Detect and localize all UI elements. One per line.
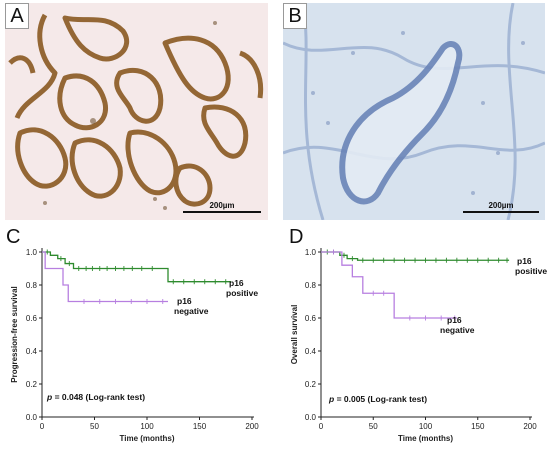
log-rank-annotation-c: p = 0.048 (Log-rank test) <box>46 392 145 402</box>
y-axis-label-d: Overall survival <box>290 305 299 365</box>
survival-chart-c: 0.0 0.2 0.4 0.6 0.8 1.0 0 50 100 150 200 Time (mont… <box>10 248 259 443</box>
scale-bar-line-a <box>183 211 261 213</box>
series-label-c-positive: p16 <box>229 278 244 288</box>
annotation-text-c: = 0.048 (Log-rank test) <box>52 392 145 402</box>
x-tick-label-c: 50 <box>90 422 99 431</box>
y-tick-label-d: 1.0 <box>305 248 317 257</box>
histology-image-a: A 200µm <box>5 3 268 220</box>
series-label-d-negative-line2: negative <box>440 325 475 335</box>
log-rank-annotation-d: p = 0.005 (Log-rank test) <box>328 394 427 404</box>
x-tick-label-c: 100 <box>140 422 154 431</box>
y-tick-label-c: 0.8 <box>26 281 38 290</box>
x-tick-label-d: 200 <box>523 422 537 431</box>
scale-bar-b: 200µm <box>463 201 539 213</box>
y-tick-label-c: 0.2 <box>26 380 38 389</box>
annotation-p-symbol-d: p <box>328 394 334 404</box>
series-label-d-positive-line2: positive <box>515 266 547 276</box>
y-tick-label-c: 0.6 <box>26 314 38 323</box>
y-tick-label-d: 0.4 <box>305 347 317 356</box>
x-tick-label-d: 100 <box>419 422 433 431</box>
x-axis-label-c: Time (months) <box>120 434 175 443</box>
scale-bar-label-a: 200µm <box>209 201 235 210</box>
y-tick-label-d: 0.2 <box>305 380 317 389</box>
x-tick-label-c: 200 <box>245 422 259 431</box>
series-label-d-positive: p16 <box>517 256 532 266</box>
y-tick-label-d: 0.8 <box>305 281 317 290</box>
panel-label-d: D <box>289 226 304 248</box>
x-axis-label-d: Time (months) <box>398 434 453 443</box>
scale-bar-line-b <box>463 211 539 213</box>
annotation-text-d: = 0.005 (Log-rank test) <box>334 394 427 404</box>
km-curve-d-negative <box>321 251 457 319</box>
y-tick-label-c: 1.0 <box>26 248 38 257</box>
y-tick-label-d: 0.6 <box>305 314 317 323</box>
x-tick-label-c: 0 <box>40 422 45 431</box>
series-label-d-negative: p16 <box>447 315 462 325</box>
x-tick-label-d: 50 <box>369 422 378 431</box>
y-tick-label-d: 0.0 <box>305 413 317 422</box>
km-curve-c-positive <box>42 251 231 283</box>
series-label-c-negative-line2: negative <box>174 306 209 316</box>
x-tick-label-d: 0 <box>319 422 324 431</box>
x-tick-label-d: 150 <box>471 422 485 431</box>
annotation-p-symbol-c: p <box>46 392 52 402</box>
survival-chart-d: 0.0 0.2 0.4 0.6 0.8 1.0 0 50 100 150 200 Time (mont… <box>290 248 547 443</box>
y-tick-label-c: 0.0 <box>26 413 38 422</box>
y-axis-label-c: Progression-free survival <box>10 286 19 382</box>
km-curve-c-negative <box>42 251 168 303</box>
scale-bar-a: 200µm <box>183 201 261 213</box>
y-tick-label-c: 0.4 <box>26 347 38 356</box>
series-label-c-negative: p16 <box>177 296 192 306</box>
series-label-c-positive-line2: positive <box>226 288 258 298</box>
scale-bar-label-b: 200µm <box>488 201 514 210</box>
panel-label-b: B <box>283 3 307 29</box>
histology-image-b: B 200µm <box>283 3 545 220</box>
panel-label-a: A <box>5 3 29 29</box>
panel-label-c: C <box>6 226 21 248</box>
x-tick-label-c: 150 <box>193 422 207 431</box>
